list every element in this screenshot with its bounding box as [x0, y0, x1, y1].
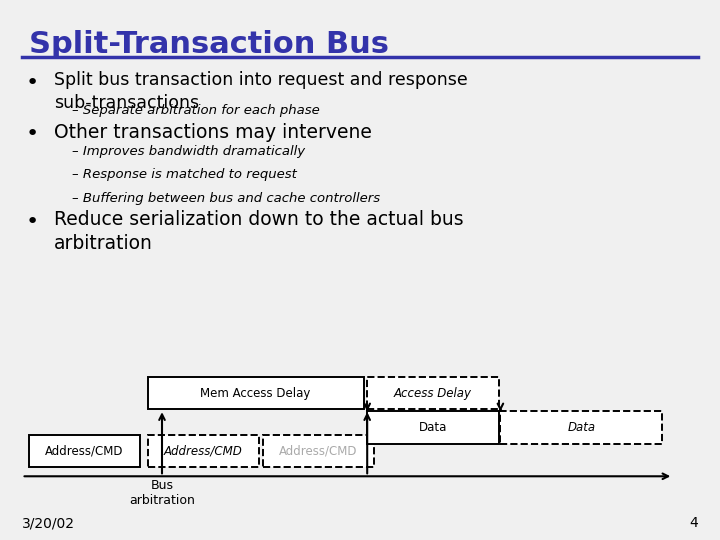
- Text: Other transactions may intervene: Other transactions may intervene: [54, 123, 372, 141]
- Text: Access Delay: Access Delay: [394, 387, 472, 400]
- Text: – Response is matched to request: – Response is matched to request: [72, 168, 297, 181]
- Text: – Buffering between bus and cache controllers: – Buffering between bus and cache contro…: [72, 192, 380, 205]
- Bar: [500, 411, 662, 444]
- Text: Address/CMD: Address/CMD: [279, 444, 358, 457]
- Text: Split-Transaction Bus: Split-Transaction Bus: [29, 30, 389, 59]
- Text: – Separate arbitration for each phase: – Separate arbitration for each phase: [72, 104, 320, 117]
- Text: Split bus transaction into request and response
sub-transactions: Split bus transaction into request and r…: [54, 71, 468, 112]
- Bar: [29, 435, 140, 467]
- Text: Bus
arbitration: Bus arbitration: [129, 479, 195, 507]
- Text: Mem Access Delay: Mem Access Delay: [200, 387, 311, 400]
- Text: Address/CMD: Address/CMD: [164, 444, 243, 457]
- Bar: [367, 377, 499, 409]
- Text: Address/CMD: Address/CMD: [45, 444, 124, 457]
- Text: Data: Data: [419, 421, 447, 434]
- Text: Reduce serialization down to the actual bus
arbitration: Reduce serialization down to the actual …: [54, 210, 464, 253]
- Text: 3/20/02: 3/20/02: [22, 516, 75, 530]
- Bar: [148, 435, 259, 467]
- Text: – Improves bandwidth dramatically: – Improves bandwidth dramatically: [72, 145, 305, 158]
- Text: Data: Data: [567, 421, 595, 434]
- Text: 4: 4: [690, 516, 698, 530]
- Text: •: •: [25, 124, 38, 144]
- Bar: [263, 435, 374, 467]
- Bar: [148, 377, 364, 409]
- Bar: [367, 411, 499, 444]
- Text: •: •: [25, 73, 38, 93]
- Text: •: •: [25, 212, 38, 232]
